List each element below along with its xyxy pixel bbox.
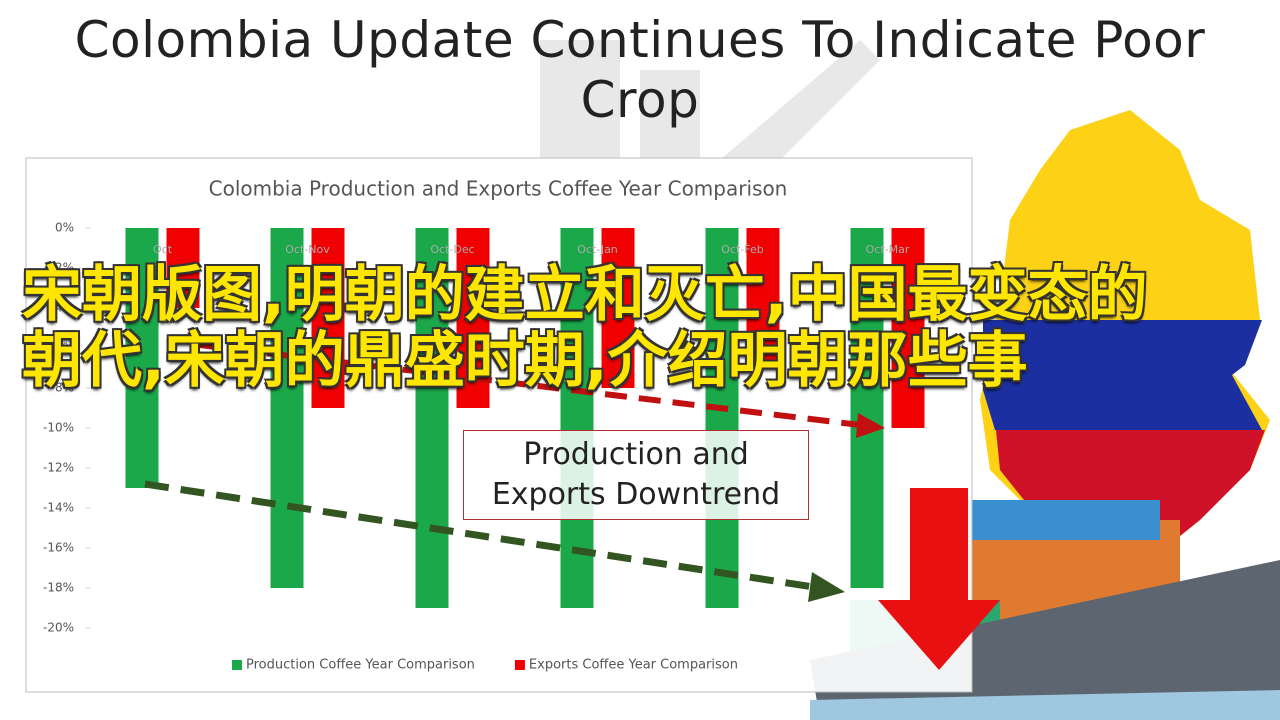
bar xyxy=(166,228,200,308)
trend-arrow xyxy=(199,342,861,428)
y-tick-label: -6% xyxy=(51,341,74,355)
x-tick-label: Oct-Nov xyxy=(285,243,330,256)
legend-swatch xyxy=(232,660,242,670)
containers xyxy=(960,500,1160,540)
chart-title: Colombia Production and Exports Coffee Y… xyxy=(209,177,788,201)
watermark xyxy=(540,40,880,180)
legend-label: Exports Coffee Year Comparison xyxy=(529,658,738,673)
bar xyxy=(415,228,449,608)
arrow-head xyxy=(808,572,845,602)
x-tick-label: Oct xyxy=(153,243,173,256)
overlay-text: 宋朝版图,明朝的建立和灭亡,中国最变态的朝代,宋朝的鼎盛时期,介绍明朝那些事 xyxy=(22,260,1148,396)
y-tick-label: -20% xyxy=(43,621,74,635)
bar xyxy=(601,228,635,388)
y-tick-label: -18% xyxy=(43,581,74,595)
bar xyxy=(705,228,739,608)
x-tick-label: Oct-Mar xyxy=(866,243,910,256)
bar xyxy=(125,228,159,488)
y-tick-label: 0% xyxy=(55,221,74,235)
x-tick-label: Oct-Dec xyxy=(430,243,474,256)
legend-swatch xyxy=(514,660,525,670)
y-tick-label: -8% xyxy=(51,381,74,395)
y-tick-label: -4% xyxy=(51,301,74,315)
trend-arrow xyxy=(144,480,821,592)
annotation: Production and Exports Downtrend xyxy=(463,430,809,520)
legend-label: Production Coffee Year Comparison xyxy=(246,658,475,673)
x-tick-label: Oct-Feb xyxy=(721,243,763,256)
y-tick-label: -12% xyxy=(43,461,74,475)
x-tick-label: Oct-Jan xyxy=(577,243,618,256)
bar xyxy=(270,228,304,588)
bar xyxy=(746,228,780,368)
y-tick-label: -16% xyxy=(43,541,74,555)
y-tick-label: -10% xyxy=(43,421,74,435)
down-arrow xyxy=(878,488,1000,670)
y-tick-label: -2% xyxy=(51,261,74,275)
arrow-head xyxy=(856,413,885,438)
bar xyxy=(891,228,925,428)
slide-title: Colombia Update Continues To Indicate Po… xyxy=(74,11,1206,129)
bar xyxy=(850,228,884,588)
y-tick-label: -14% xyxy=(43,501,74,515)
map-blue xyxy=(983,320,1262,430)
bar xyxy=(311,228,345,408)
water xyxy=(810,690,1280,720)
bar xyxy=(560,228,594,608)
